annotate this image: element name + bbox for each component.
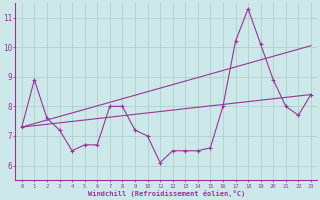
X-axis label: Windchill (Refroidissement éolien,°C): Windchill (Refroidissement éolien,°C) [88,190,245,197]
